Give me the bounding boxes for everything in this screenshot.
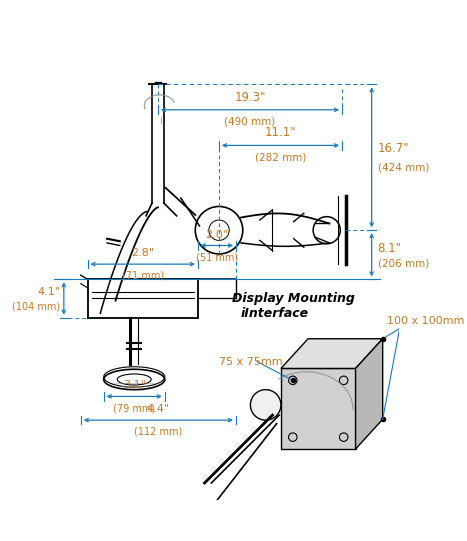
- Polygon shape: [355, 339, 382, 449]
- Polygon shape: [281, 339, 382, 368]
- Text: 4.1": 4.1": [37, 287, 60, 296]
- Text: (104 mm): (104 mm): [12, 302, 60, 312]
- Text: (490 mm): (490 mm): [224, 117, 276, 127]
- Text: 16.7": 16.7": [378, 142, 409, 155]
- Text: Display Mounting: Display Mounting: [232, 292, 354, 305]
- Text: 11.1": 11.1": [265, 127, 296, 140]
- Text: (206 mm): (206 mm): [378, 258, 429, 268]
- Text: 8.1": 8.1": [378, 241, 402, 254]
- Text: 100 x 100mm: 100 x 100mm: [387, 316, 464, 326]
- Text: 2.0": 2.0": [205, 229, 228, 240]
- Text: (424 mm): (424 mm): [378, 162, 429, 173]
- Text: (51 mm): (51 mm): [196, 252, 238, 262]
- Circle shape: [250, 390, 281, 420]
- Text: 3.1": 3.1": [123, 380, 146, 391]
- Text: 19.3": 19.3": [234, 91, 266, 104]
- Polygon shape: [281, 368, 355, 449]
- Text: iInterface: iInterface: [240, 307, 308, 320]
- Text: (112 mm): (112 mm): [134, 427, 183, 437]
- Text: (79 mm): (79 mm): [113, 403, 156, 413]
- Text: 4.4": 4.4": [147, 404, 170, 414]
- Text: (282 mm): (282 mm): [255, 152, 306, 162]
- Text: 2.8": 2.8": [131, 248, 154, 258]
- Text: (71 mm): (71 mm): [121, 271, 164, 281]
- Text: 75 x 75mm: 75 x 75mm: [219, 357, 283, 367]
